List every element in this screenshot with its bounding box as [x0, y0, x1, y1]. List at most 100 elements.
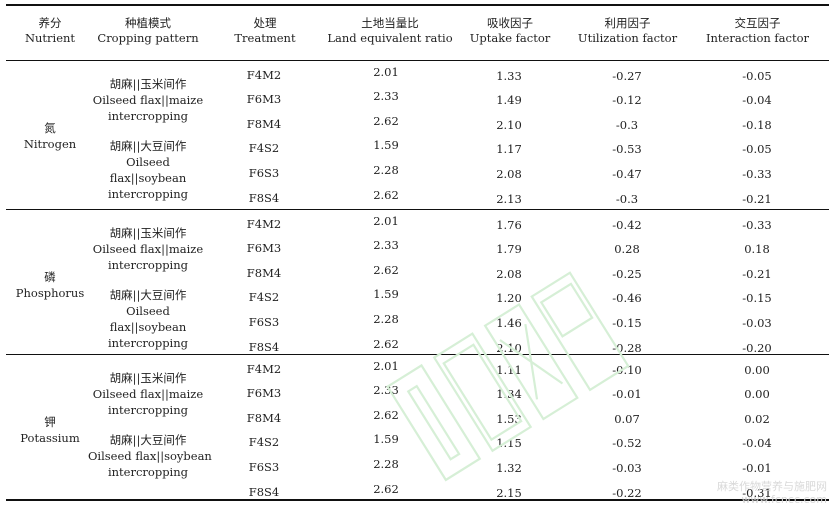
- header-treatment: 处理 Treatment: [234, 16, 296, 45]
- cropping-pattern-soybean: 胡麻||大豆间作 Oilseed flax||soybean intercroppin…: [88, 287, 208, 351]
- cell-uptake: 2.08: [496, 167, 522, 181]
- cell-interaction: 0.00: [744, 387, 770, 401]
- cell-interaction: -0.20: [742, 341, 772, 355]
- cell-treatment: F8M4: [246, 117, 282, 131]
- nutrient-cn: 钾: [44, 415, 56, 429]
- cropping-pattern-soybean: 胡麻||大豆间作 Oilseed flax||soybean intercroppin…: [88, 138, 208, 202]
- cell-ler: 2.62: [373, 188, 399, 202]
- cell-uptake: 1.79: [496, 242, 522, 256]
- cell-uptake: 2.08: [496, 267, 522, 281]
- cell-ler: 2.28: [373, 457, 399, 471]
- nutrient-label: 氮 Nitrogen: [5, 120, 95, 152]
- pattern-line: 胡麻||玉米间作: [109, 226, 187, 240]
- cell-utilization: 0.28: [614, 242, 640, 256]
- cell-treatment: F6S3: [248, 460, 280, 474]
- cell-uptake: 1.49: [496, 93, 522, 107]
- cell-uptake: 1.46: [496, 316, 522, 330]
- pattern-line: flax||soybean: [109, 171, 187, 185]
- nutrient-cn: 磷: [44, 270, 56, 284]
- cell-treatment: F6M3: [246, 92, 282, 106]
- cell-treatment: F8S4: [248, 485, 280, 499]
- cell-ler: 2.62: [373, 337, 399, 351]
- pattern-line: intercropping: [107, 258, 189, 272]
- pattern-line: 胡麻||大豆间作: [109, 288, 187, 302]
- cell-interaction: -0.21: [742, 267, 772, 281]
- cell-utilization: -0.03: [612, 461, 642, 475]
- cell-treatment: F4S2: [248, 290, 280, 304]
- nutrient-en: Potassium: [20, 431, 80, 445]
- pattern-line: Oilseed flax||maize: [92, 387, 204, 401]
- cell-utilization: 0.07: [614, 412, 640, 426]
- cell-interaction: -0.31: [742, 486, 772, 500]
- cell-treatment: F8M4: [246, 266, 282, 280]
- header-uptake-factor: 吸收因子 Uptake factor: [469, 16, 551, 45]
- cell-treatment: F6S3: [248, 315, 280, 329]
- cell-treatment: F4S2: [248, 435, 280, 449]
- top-rule: [6, 4, 829, 6]
- nutrient-label: 磷 Phosphorus: [5, 269, 95, 301]
- nutrient-label: 钾 Potassium: [5, 414, 95, 446]
- cell-uptake: 1.20: [496, 291, 522, 305]
- pattern-line: 胡麻||大豆间作: [109, 433, 187, 447]
- cell-uptake: 2.15: [496, 486, 522, 500]
- cell-ler: 2.28: [373, 163, 399, 177]
- cell-ler: 2.01: [373, 65, 399, 79]
- cell-ler: 2.62: [373, 114, 399, 128]
- pattern-line: intercropping: [107, 465, 189, 479]
- header-nutrient: 养分 Nutrient: [24, 16, 76, 45]
- cell-interaction: -0.03: [742, 316, 772, 330]
- cell-interaction: -0.04: [742, 93, 772, 107]
- cell-treatment: F8M4: [246, 411, 282, 425]
- cell-utilization: -0.12: [612, 93, 642, 107]
- cell-uptake: 1.76: [496, 218, 522, 232]
- cell-interaction: -0.21: [742, 192, 772, 206]
- pattern-line: intercropping: [107, 109, 189, 123]
- nutrient-en: Nitrogen: [23, 137, 77, 151]
- cell-interaction: -0.01: [742, 461, 772, 475]
- cell-uptake: 2.13: [496, 192, 522, 206]
- watermark-text: 麻类作物营养与施肥网 www.fcncc.com: [717, 480, 827, 506]
- cell-utilization: -0.15: [612, 316, 642, 330]
- header-rule: [6, 60, 829, 61]
- cell-treatment: F4S2: [248, 141, 280, 155]
- cell-ler: 2.33: [373, 89, 399, 103]
- header-utilization-factor: 利用因子 Utilization factor: [577, 16, 678, 45]
- pattern-line: 胡麻||玉米间作: [109, 371, 187, 385]
- cell-utilization: -0.25: [612, 267, 642, 281]
- pattern-line: Oilseed flax||maize: [92, 242, 204, 256]
- pattern-line: Oilseed: [126, 155, 170, 169]
- cell-treatment: F6M3: [246, 241, 282, 255]
- cell-utilization: -0.42: [612, 218, 642, 232]
- cell-utilization: -0.10: [612, 363, 642, 377]
- cell-uptake: 1.32: [496, 461, 522, 475]
- cropping-pattern-maize: 胡麻||玉米间作 Oilseed flax||maize intercropping: [88, 76, 208, 124]
- bottom-rule: [6, 499, 829, 501]
- pattern-line: Oilseed: [126, 304, 170, 318]
- cell-interaction: -0.05: [742, 69, 772, 83]
- cell-ler: 1.59: [373, 138, 399, 152]
- cell-interaction: 0.00: [744, 363, 770, 377]
- nutrient-cn: 氮: [44, 121, 56, 135]
- cell-treatment: F8S4: [248, 340, 280, 354]
- cell-utilization: -0.47: [612, 167, 642, 181]
- cell-utilization: -0.01: [612, 387, 642, 401]
- cell-uptake: 1.17: [496, 142, 522, 156]
- pattern-line: intercropping: [107, 336, 189, 350]
- cell-uptake: 1.11: [496, 363, 522, 377]
- group-divider-rule: [6, 354, 829, 355]
- header-land-equivalent-ratio: 土地当量比 Land equivalent ratio: [327, 16, 453, 45]
- cell-ler: 2.28: [373, 312, 399, 326]
- cell-utilization: -0.22: [612, 486, 642, 500]
- cell-interaction: -0.33: [742, 218, 772, 232]
- pattern-line: Oilseed flax||maize: [92, 93, 204, 107]
- cell-uptake: 2.10: [496, 118, 522, 132]
- cell-utilization: -0.53: [612, 142, 642, 156]
- header-cropping-pattern: 种植模式 Cropping pattern: [97, 16, 199, 45]
- cell-ler: 1.59: [373, 287, 399, 301]
- pattern-line: Oilseed flax||soybean: [88, 449, 212, 463]
- cell-ler: 2.62: [373, 408, 399, 422]
- cell-treatment: F4M2: [246, 362, 282, 376]
- cell-interaction: -0.04: [742, 436, 772, 450]
- cell-uptake: 1.53: [496, 412, 522, 426]
